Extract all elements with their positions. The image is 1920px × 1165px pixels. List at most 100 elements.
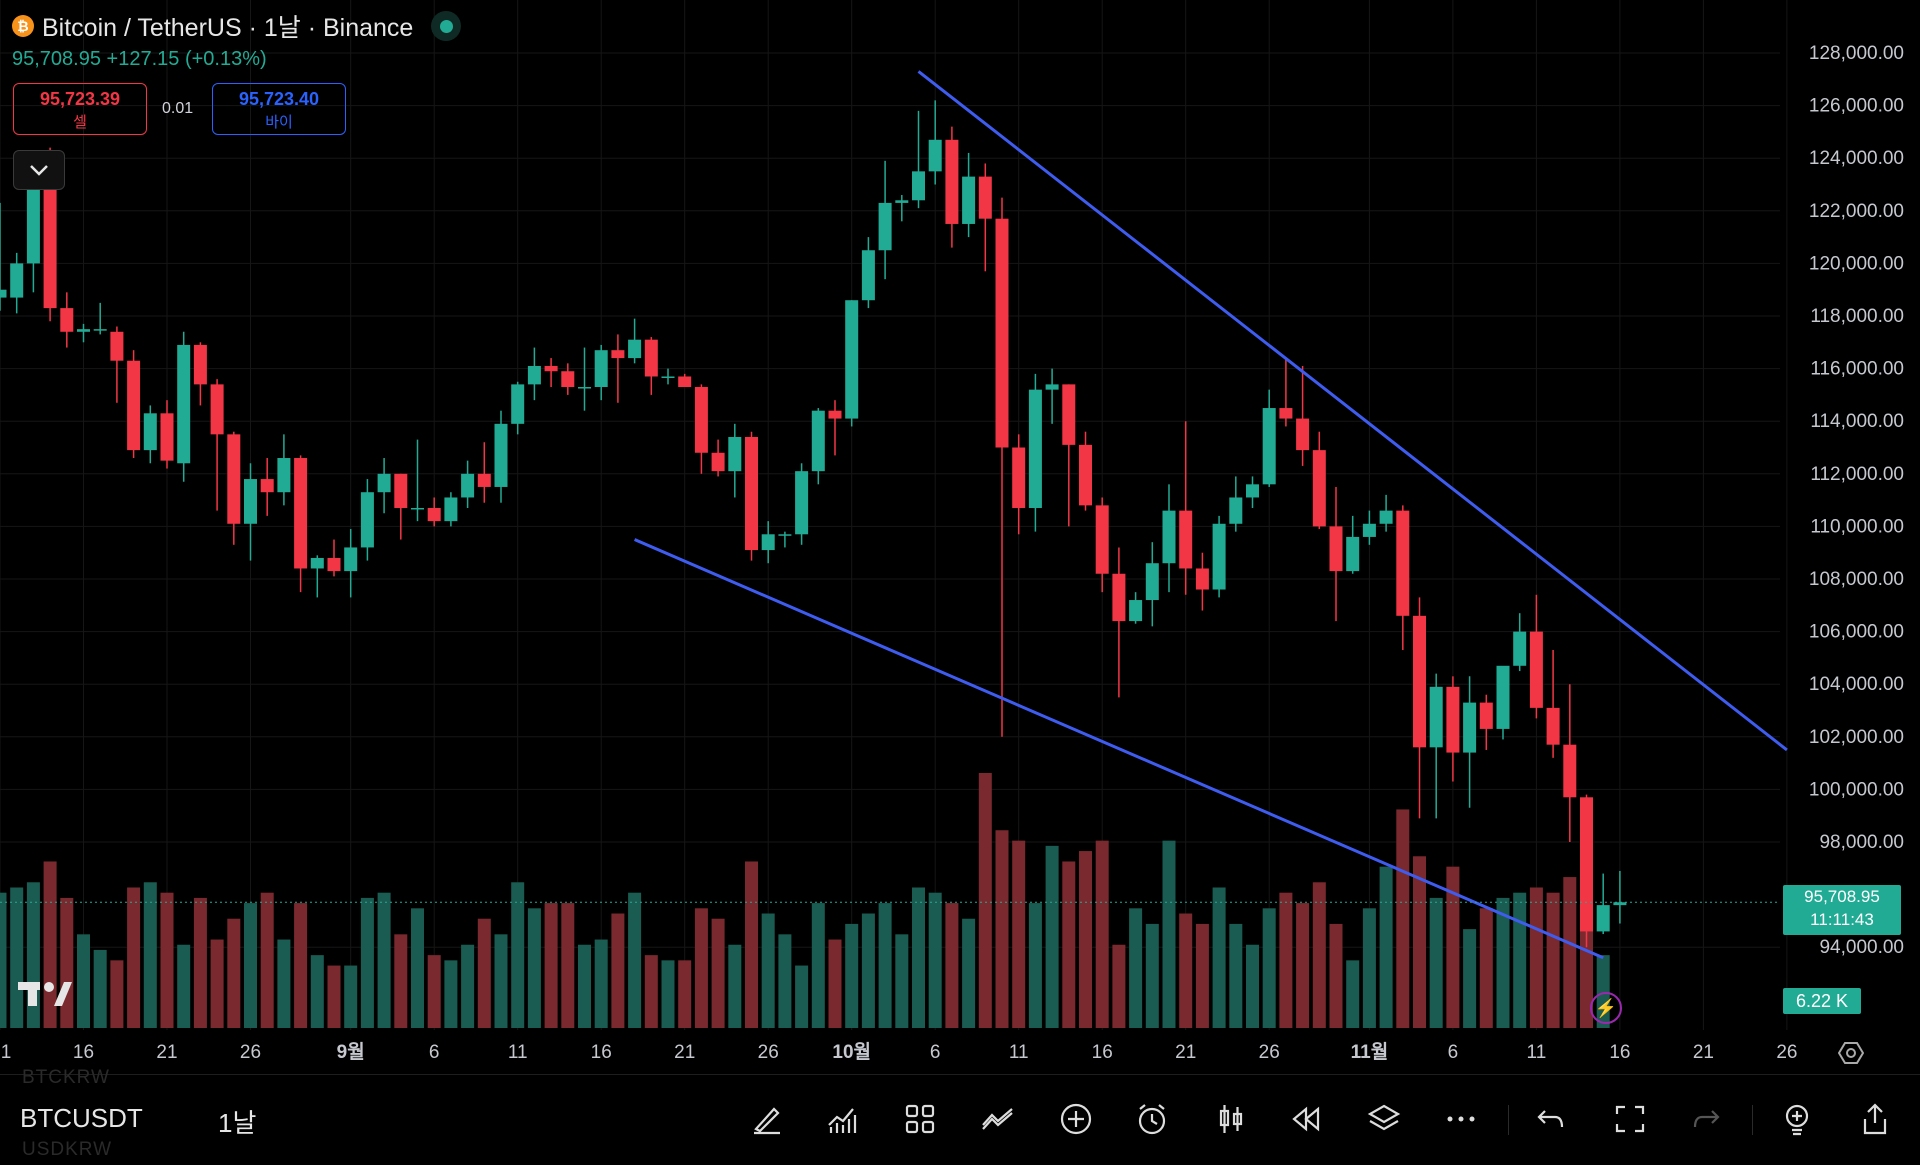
idea-button[interactable] bbox=[1775, 1097, 1819, 1141]
volume-bar bbox=[1580, 908, 1593, 1028]
time-axis-label: 16 bbox=[1609, 1042, 1630, 1063]
volume-bar bbox=[628, 892, 642, 1028]
volume-bar bbox=[1312, 882, 1326, 1028]
share-button[interactable] bbox=[1853, 1097, 1897, 1141]
volume-bar bbox=[745, 861, 758, 1028]
redo-button[interactable] bbox=[1684, 1097, 1728, 1141]
volume-bar bbox=[795, 965, 809, 1028]
candle-body bbox=[110, 331, 124, 361]
replay-button[interactable] bbox=[1284, 1097, 1328, 1141]
candle-body bbox=[861, 250, 875, 301]
indicators-button[interactable] bbox=[821, 1097, 865, 1141]
candle-body bbox=[895, 200, 909, 203]
volume-bar bbox=[344, 965, 358, 1028]
volume-bar bbox=[360, 897, 374, 1028]
trendlines bbox=[634, 70, 1788, 960]
candle-body bbox=[594, 350, 608, 388]
symbol-selector[interactable]: BTCUSDT bbox=[20, 1103, 143, 1133]
volume-bar bbox=[1129, 908, 1143, 1028]
volume-bar bbox=[1329, 923, 1343, 1028]
volume-bar bbox=[143, 882, 157, 1028]
replay-icon bbox=[1292, 1106, 1320, 1132]
volume-bar bbox=[1379, 866, 1393, 1028]
candles bbox=[0, 100, 1627, 948]
more-button[interactable] bbox=[1439, 1097, 1483, 1141]
volume-bar bbox=[694, 908, 708, 1028]
volume-bar bbox=[644, 955, 658, 1028]
volume-bar bbox=[1463, 929, 1477, 1028]
volume-bar bbox=[110, 960, 124, 1028]
symbol-suggestion-above: BTCKRW bbox=[22, 1067, 110, 1088]
candle-body bbox=[561, 371, 575, 388]
trendline bbox=[917, 70, 1788, 752]
candle-body bbox=[1312, 450, 1326, 527]
collapse-button[interactable] bbox=[13, 150, 65, 190]
candle-body bbox=[210, 384, 224, 435]
draw-icon bbox=[754, 1107, 780, 1135]
sell-button[interactable]: 95,723.39 셀 bbox=[13, 83, 147, 135]
candle-body bbox=[260, 479, 274, 493]
interval-selector[interactable]: 1날 bbox=[218, 1108, 257, 1138]
volume-bar bbox=[1346, 960, 1360, 1028]
time-axis-label: 21 bbox=[1693, 1042, 1714, 1063]
volume-bar bbox=[1062, 861, 1076, 1028]
fullscreen-button[interactable] bbox=[1608, 1097, 1652, 1141]
draw-button[interactable] bbox=[746, 1097, 790, 1141]
volume-bar bbox=[711, 918, 725, 1028]
buy-button[interactable]: 95,723.40 바이 bbox=[212, 83, 346, 135]
candle-body bbox=[327, 557, 341, 572]
volume-bar bbox=[611, 913, 625, 1028]
settings-icon[interactable] bbox=[1838, 1040, 1864, 1066]
order-quantity[interactable]: 0.01 bbox=[162, 100, 194, 117]
price-axis-label: 120,000.00 bbox=[1809, 253, 1904, 274]
volume-bar bbox=[1529, 887, 1543, 1028]
symbol-header[interactable]: ₿ Bitcoin / TetherUS · 1날 · Binance bbox=[12, 8, 462, 44]
time-axis-label: 26 bbox=[240, 1042, 261, 1063]
volume-bar bbox=[945, 903, 959, 1028]
candle-body bbox=[1429, 686, 1443, 748]
alert-button[interactable] bbox=[1130, 1097, 1174, 1141]
candle-body bbox=[93, 329, 107, 331]
price-axis-label: 106,000.00 bbox=[1809, 622, 1904, 643]
undo-button[interactable] bbox=[1529, 1097, 1573, 1141]
candle-style-button[interactable] bbox=[1209, 1097, 1253, 1141]
candle-body bbox=[1563, 744, 1577, 798]
candle-body bbox=[10, 263, 24, 298]
candle-body bbox=[1396, 510, 1410, 616]
price-axis-label: 94,000.00 bbox=[1819, 937, 1904, 958]
price-axis-label: 118,000.00 bbox=[1810, 306, 1904, 327]
volume-bar bbox=[1179, 913, 1193, 1028]
price-axis-label: 104,000.00 bbox=[1809, 674, 1904, 695]
volume-bar bbox=[1446, 866, 1460, 1028]
volume-bar bbox=[978, 773, 992, 1028]
bitcoin-icon: ₿ bbox=[12, 15, 34, 37]
volume-bar bbox=[578, 944, 591, 1028]
candle-body bbox=[1479, 702, 1493, 729]
volume-bar bbox=[895, 934, 909, 1028]
add-icon bbox=[1060, 1103, 1092, 1135]
time-axis-label: 16 bbox=[73, 1042, 94, 1063]
idea-icon bbox=[1785, 1104, 1809, 1136]
volume-bar bbox=[1028, 903, 1042, 1028]
layout-icon bbox=[905, 1104, 935, 1134]
volume-bar bbox=[10, 887, 24, 1028]
add-button[interactable] bbox=[1054, 1097, 1098, 1141]
volume-bar bbox=[1162, 840, 1176, 1028]
candle-body bbox=[127, 360, 141, 451]
layers-button[interactable] bbox=[1362, 1097, 1406, 1141]
volume-bar bbox=[310, 955, 324, 1028]
lightning-icon[interactable]: ⚡ bbox=[1590, 992, 1622, 1024]
candle-body bbox=[1596, 905, 1610, 932]
price-axis-label: 126,000.00 bbox=[1809, 96, 1904, 117]
candle-body bbox=[377, 473, 391, 493]
layout-button[interactable] bbox=[898, 1097, 942, 1141]
multi-line-icon bbox=[982, 1108, 1013, 1130]
multi-line-button[interactable] bbox=[976, 1097, 1020, 1141]
candle-body bbox=[828, 410, 842, 419]
time-axis-label: 10월 bbox=[832, 1041, 871, 1063]
candle-body bbox=[1062, 384, 1076, 445]
candle-body bbox=[1045, 384, 1059, 390]
alert-icon bbox=[1138, 1104, 1166, 1135]
price-chart[interactable]: 128,000.00 126,000.00 124,000.00 122,000.00… bbox=[0, 0, 1920, 1074]
candle-body bbox=[1613, 902, 1627, 906]
